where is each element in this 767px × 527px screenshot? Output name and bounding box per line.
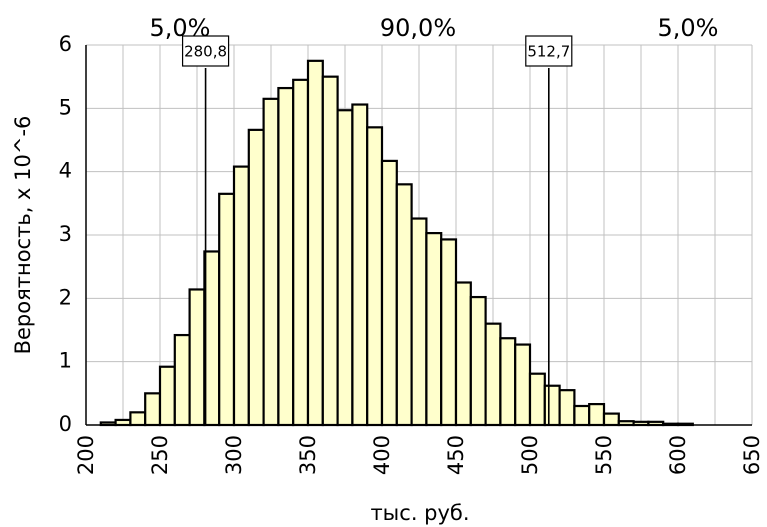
x-tick-label: 600 [666,435,690,475]
histogram-bar [573,404,591,427]
x-tick-label: 450 [444,435,468,475]
histogram-bar [410,217,428,427]
histogram-bar [158,365,176,427]
x-tick-label: 550 [592,435,616,475]
histogram-bar [262,97,280,427]
region-label-right: 5,0% [658,14,719,42]
histogram-bar [218,192,236,427]
histogram-bar [247,128,265,427]
histogram-bar [277,86,295,427]
y-tick-label: 5 [59,95,72,119]
x-tick-label: 350 [296,435,320,475]
histogram-bar [129,411,147,427]
y-axis-label: Вероятность, x 10^-6 [11,116,35,355]
histogram-bar [336,109,354,427]
histogram-bar [144,392,162,427]
histogram-bar [440,238,458,427]
histogram-bar [543,384,561,427]
histogram-bar [602,412,620,427]
histogram-bar [173,333,191,427]
histogram-bar [306,59,324,427]
histogram-bar [380,159,398,427]
percentile-box [181,35,230,67]
histogram-bar [395,183,413,427]
region-label-left: 5,0% [150,14,211,42]
percentile-value-label: 280,8 [184,43,227,61]
histogram-bar [558,389,576,427]
percentile-value-label: 512,7 [527,43,570,61]
y-tick-label: 3 [59,222,72,246]
percentile-markers: 280,8 512,7 [181,35,573,425]
y-tick-label: 2 [59,285,72,309]
histogram-bar [203,250,221,427]
histogram-bar [188,288,206,427]
histogram-bar [292,78,310,427]
histogram-bar [469,295,487,427]
percentile-box [525,35,573,67]
x-tick-label: 300 [222,435,246,475]
histogram-bar [588,403,606,427]
x-tick-label: 400 [370,435,394,475]
histogram-bar [454,281,472,427]
histogram-bar [484,322,502,427]
histogram-bar [114,418,132,427]
x-axis-label: тыс. руб. [370,501,469,525]
histogram-bar [351,103,369,427]
labels: 5,0% 90,0% 5,0% тыс. руб. Вероятность, x… [11,14,718,525]
bars [99,59,694,427]
x-tick-label: 650 [740,435,764,475]
histogram-bar [366,126,384,427]
histogram-bar [528,372,546,427]
histogram-bar [232,165,250,427]
histogram-bar [514,343,532,427]
x-tick-label: 200 [74,435,98,475]
y-tick-label: 1 [59,349,72,373]
x-tick-label: 500 [518,435,542,475]
y-tick-label: 4 [59,159,72,183]
histogram-bar [321,75,339,427]
region-label-middle: 90,0% [380,14,456,42]
histogram-bar [425,232,443,427]
axes: 200 250 300 350 400 450 500 550 600 650 0 1 2 3 4 5 6 [59,32,764,475]
histogram-bar [499,337,517,427]
x-tick-label: 250 [148,435,172,475]
y-tick-label: 0 [59,412,72,436]
y-tick-label: 6 [59,32,72,56]
